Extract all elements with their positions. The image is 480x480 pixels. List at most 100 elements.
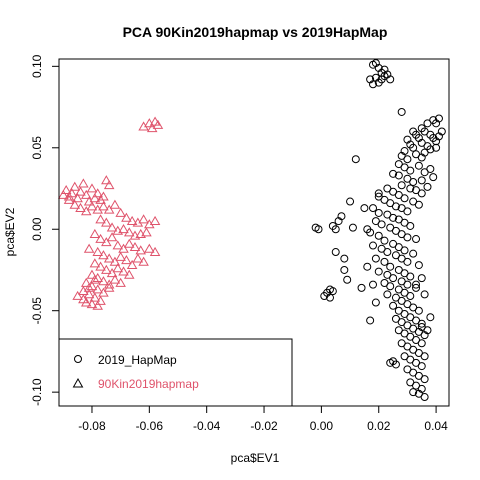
point-circle (414, 161, 423, 170)
y-tick-label: -0.05 (30, 297, 44, 325)
x-axis-label: pca$EV1 (231, 451, 280, 465)
point-triangle (95, 214, 106, 224)
point-triangle (109, 199, 121, 209)
point-circle (417, 319, 426, 328)
point-triangle (123, 269, 135, 279)
point-circle (343, 275, 352, 284)
point-triangle (98, 191, 109, 201)
y-axis-label: pca$EV2 (3, 207, 17, 256)
point-triangle (98, 276, 109, 286)
point-triangle (103, 180, 115, 190)
point-triangle (80, 189, 92, 199)
point-triangle (141, 227, 152, 237)
point-circle (374, 189, 383, 198)
point-circle (311, 223, 320, 232)
point-circle (383, 290, 392, 299)
point-triangle (95, 233, 106, 243)
point-triangle (101, 264, 112, 274)
x-tick-label: -0.08 (78, 419, 106, 433)
point-circle (437, 127, 446, 136)
point-circle (369, 80, 378, 89)
point-triangle (115, 277, 126, 287)
point-triangle (98, 250, 109, 260)
point-triangle (126, 259, 138, 269)
point-triangle (89, 228, 101, 239)
point-triangle (63, 194, 75, 204)
point-triangle (138, 256, 149, 266)
point-triangle (129, 241, 141, 252)
point-circle (426, 313, 435, 322)
point-circle (386, 282, 395, 291)
point-circle (348, 223, 357, 232)
point-triangle (109, 274, 121, 284)
x-tick-label: -0.04 (193, 419, 221, 433)
point-circle (420, 393, 429, 402)
point-triangle (103, 204, 115, 214)
point-triangle (86, 269, 98, 279)
point-triangle (83, 243, 95, 253)
point-triangle (95, 261, 106, 271)
point-triangle (86, 201, 98, 211)
legend: 2019_HapMap 90Kin2019hapmap (58, 338, 293, 407)
point-circle (351, 155, 360, 164)
point-circle (420, 290, 429, 299)
point-circle (331, 248, 340, 257)
point-triangle (92, 188, 103, 198)
point-circle (406, 166, 415, 175)
point-triangle (80, 277, 92, 287)
point-circle (409, 143, 418, 152)
point-circle (389, 213, 398, 222)
point-triangle (98, 287, 109, 297)
point-circle (337, 212, 346, 221)
point-triangle (69, 199, 81, 209)
point-triangle (92, 246, 103, 256)
point-circle (383, 248, 392, 257)
point-triangle (149, 246, 161, 256)
point-circle (432, 143, 441, 152)
point-circle (320, 292, 329, 301)
legend-marker-circle (74, 355, 82, 363)
point-triangle (78, 178, 89, 188)
point-triangle (86, 298, 98, 309)
point-triangle (103, 253, 115, 263)
point-triangle (135, 245, 146, 255)
point-circle (403, 155, 412, 164)
point-triangle (95, 295, 106, 305)
point-circle (389, 301, 398, 310)
point-triangle (118, 266, 129, 276)
point-circle (389, 169, 398, 178)
point-circle (374, 208, 383, 217)
point-circle (394, 171, 403, 180)
point-circle (403, 207, 412, 216)
point-circle (403, 233, 412, 242)
point-triangle (123, 238, 135, 248)
x-tick-label: 0.04 (424, 419, 448, 433)
point-circle (363, 225, 372, 234)
point-triangle (92, 284, 103, 294)
point-circle (400, 194, 409, 203)
point-circle (412, 283, 421, 292)
point-circle (417, 176, 426, 185)
point-circle (414, 306, 423, 315)
point-triangle (66, 188, 78, 198)
point-triangle (86, 281, 98, 291)
point-circle (434, 114, 443, 123)
point-circle (377, 220, 386, 229)
point-triangle (112, 263, 124, 273)
point-circle (380, 257, 389, 266)
point-triangle (83, 282, 95, 292)
point-triangle (132, 253, 144, 263)
point-circle (406, 292, 415, 301)
x-axis: -0.08 -0.06 -0.04 -0.02 0.00 0.02 0.04 (78, 405, 448, 433)
point-triangle (83, 289, 95, 299)
legend-label-hapmap: 2019_HapMap (98, 353, 177, 367)
point-circle (380, 236, 389, 245)
point-circle (366, 316, 375, 325)
legend-box (58, 338, 293, 407)
point-circle (369, 204, 378, 213)
point-triangle (89, 193, 101, 203)
point-circle (328, 287, 337, 296)
x-tick-label: 0.02 (367, 419, 391, 433)
point-circle (417, 362, 426, 371)
